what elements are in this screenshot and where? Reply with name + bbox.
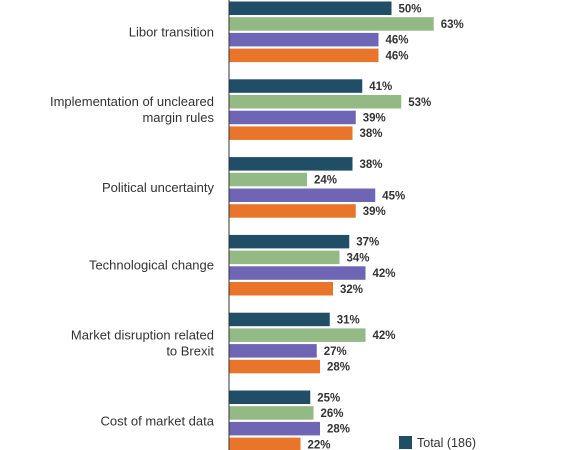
- bar-3-2: [229, 266, 366, 280]
- bar-0-3: [229, 48, 379, 63]
- bar-1-1: [229, 95, 402, 109]
- data-label-0-3: 46%: [386, 50, 409, 62]
- category-label-5: Cost of market data: [101, 413, 215, 428]
- bars-group: [229, 1, 434, 450]
- data-label-2-3: 39%: [363, 206, 386, 218]
- bar-2-2: [229, 188, 376, 202]
- data-label-4-1: 42%: [373, 330, 396, 342]
- bar-2-3: [229, 204, 356, 218]
- data-label-0-2: 46%: [386, 35, 409, 47]
- legend-label-total: Total (186): [417, 436, 476, 450]
- bar-3-3: [229, 282, 333, 296]
- bar-2-0: [229, 157, 353, 171]
- data-label-3-3: 32%: [340, 284, 363, 296]
- bar-5-1: [229, 406, 314, 420]
- bar-4-1: [229, 328, 366, 342]
- bar-1-2: [229, 110, 356, 125]
- data-label-4-3: 28%: [327, 362, 350, 374]
- legend-swatch-total: [399, 436, 412, 449]
- data-label-2-0: 38%: [360, 159, 383, 171]
- data-label-4-0: 31%: [337, 314, 360, 326]
- bar-5-3: [229, 437, 301, 450]
- data-label-0-0: 50%: [399, 3, 422, 15]
- data-label-4-2: 27%: [324, 346, 347, 358]
- data-label-1-2: 39%: [363, 112, 386, 124]
- bar-1-3: [229, 126, 353, 140]
- category-label-0: Libor transition: [129, 24, 214, 39]
- bar-5-2: [229, 421, 320, 436]
- bar-5-0: [229, 390, 311, 404]
- bar-4-0: [229, 312, 330, 327]
- bar-0-0: [229, 1, 392, 15]
- data-label-1-1: 53%: [408, 97, 431, 109]
- data-label-5-0: 25%: [317, 392, 340, 404]
- category-label-3: Technological change: [89, 258, 214, 273]
- category-label-4-line-1: to Brexit: [166, 344, 214, 359]
- bar-0-1: [229, 17, 434, 31]
- bar-4-3: [229, 359, 320, 374]
- data-label-5-2: 28%: [327, 424, 350, 436]
- category-label-1-line-1: margin rules: [142, 110, 214, 125]
- labels-group: 50% 63% 46% 46% Libor transition 41% 53% 39% 38%…: [50, 3, 464, 450]
- data-label-5-3: 22%: [308, 439, 331, 450]
- category-label-1-line-0: Implementation of uncleared: [50, 94, 214, 109]
- bar-2-1: [229, 172, 307, 187]
- bar-0-2: [229, 32, 379, 47]
- bar-4-2: [229, 344, 317, 358]
- data-label-1-0: 41%: [369, 81, 392, 93]
- bar-3-0: [229, 234, 350, 249]
- category-label-4-line-0: Market disruption related: [71, 328, 214, 343]
- data-label-1-3: 38%: [360, 128, 383, 140]
- category-label-2: Political uncertainty: [102, 180, 214, 195]
- data-label-0-1: 63%: [441, 19, 464, 31]
- data-label-3-1: 34%: [347, 252, 370, 264]
- legend: Total (186): [399, 436, 476, 450]
- bar-3-1: [229, 250, 340, 265]
- data-label-3-0: 37%: [356, 237, 379, 249]
- data-label-2-2: 45%: [382, 190, 405, 202]
- bar-1-0: [229, 79, 363, 93]
- data-label-5-1: 26%: [321, 408, 344, 420]
- data-label-3-2: 42%: [373, 268, 396, 280]
- data-label-2-1: 24%: [314, 175, 337, 187]
